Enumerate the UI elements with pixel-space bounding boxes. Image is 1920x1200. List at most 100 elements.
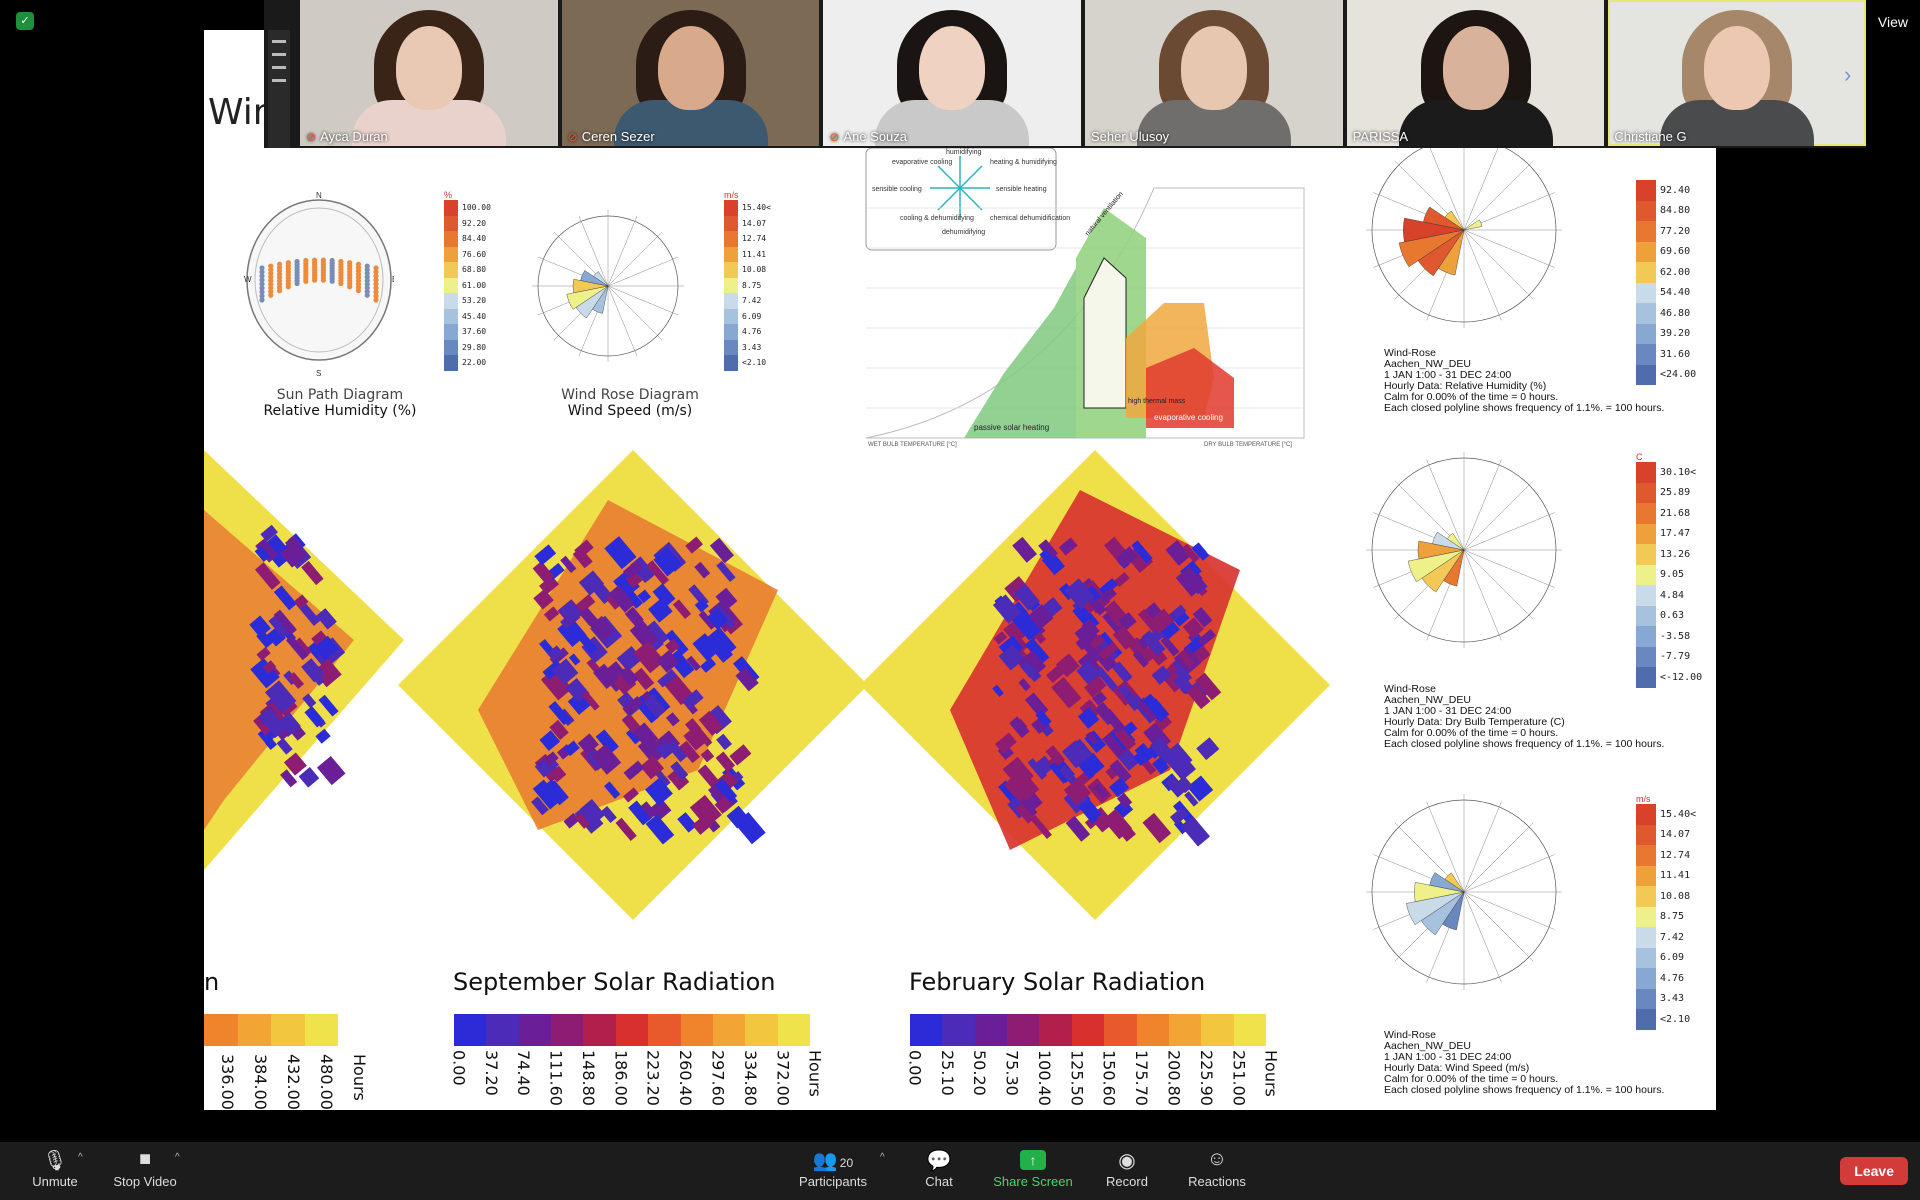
rose-spoke — [607, 215, 638, 287]
building-footprint — [1137, 699, 1158, 722]
legend-label: 6.09 — [742, 311, 762, 321]
strip-view-handle[interactable] — [268, 30, 290, 148]
building-footprint — [543, 779, 562, 798]
legend-row: 11.41 — [724, 246, 771, 262]
solar-legend-tick: 74.40 — [514, 1050, 534, 1096]
building-footprint — [1004, 576, 1031, 603]
sun-position-dot — [364, 285, 370, 291]
wind-rose-info-line: Wind-Rose — [1384, 683, 1436, 695]
sun-position-dot — [294, 258, 300, 265]
building-footprint — [1195, 672, 1222, 701]
participant-tile[interactable]: ⊘ Ayca Duran — [300, 0, 558, 146]
view-button[interactable]: View — [1877, 14, 1908, 30]
building-footprint — [273, 585, 297, 611]
legend-label: 15.40< — [1660, 808, 1697, 820]
participant-tile[interactable]: ⊘ Ceren Sezer — [561, 0, 820, 146]
legend-row: 10.08 — [724, 262, 771, 278]
building-footprint — [1035, 755, 1055, 775]
solar-legend-cell — [304, 1014, 338, 1046]
participants-button[interactable]: 👥 20 Participants — [799, 1150, 867, 1189]
wind-rose-info-line: Calm for 0.00% of the time = 0 hours. — [1384, 1073, 1559, 1085]
participant-tile[interactable]: Christiane G — [1608, 0, 1867, 146]
building-footprint — [302, 693, 317, 709]
building-footprint — [578, 634, 598, 655]
participant-tile[interactable]: Seher Ulusoy — [1085, 0, 1343, 146]
solar-legend-tick: 372.00 — [773, 1050, 793, 1106]
solar-legend-tick: 200.80 — [1164, 1050, 1184, 1106]
chat-button[interactable]: 💬 Chat — [884, 1148, 994, 1189]
leave-button[interactable]: Leave — [1840, 1157, 1908, 1185]
muted-microphone-icon: ⊘ — [306, 129, 317, 144]
participant-tile[interactable]: PARISSA — [1346, 0, 1605, 146]
solar-legend-cell — [1201, 1014, 1234, 1046]
building-footprint — [1148, 608, 1175, 634]
share-screen-button[interactable]: ↑ Share Screen — [978, 1148, 1088, 1189]
participant-face — [1704, 26, 1771, 110]
reactions-button[interactable]: ☺ Reactions — [1162, 1148, 1272, 1189]
legend-label: 45.40 — [462, 311, 487, 321]
video-camera-icon: ■ — [138, 1148, 152, 1170]
solar-legend-cell — [910, 1014, 943, 1046]
legend-row: <24.00 — [1636, 364, 1696, 385]
legend-label: 53.20 — [462, 296, 487, 306]
legend-row: 92.40 — [1636, 180, 1696, 201]
building-footprint — [1085, 731, 1099, 746]
wind-rose-info-line: Hourly Data: Wind Speed (m/s) — [1384, 1062, 1530, 1074]
next-page-arrow-icon[interactable]: › — [1844, 62, 1852, 87]
building-footprint — [1133, 750, 1148, 766]
stop-video-button[interactable]: ■ Stop Video — [90, 1148, 200, 1189]
participant-tile[interactable]: ⊘ Ane Souza — [823, 0, 1082, 146]
building-footprint — [683, 725, 708, 751]
legend-swatch — [444, 293, 458, 309]
building-footprint — [652, 583, 676, 608]
building-footprint — [1098, 641, 1119, 661]
legend-swatch — [724, 308, 738, 324]
legend-swatch — [724, 324, 738, 340]
solar-legend-tick: 148.80 — [578, 1050, 598, 1106]
sun-position-dot — [373, 293, 379, 299]
solar-legend-tick: 25.10 — [937, 1050, 957, 1096]
rose-petal — [1463, 219, 1483, 231]
rose-spoke — [607, 285, 638, 357]
legend-row: <2.10 — [724, 355, 771, 371]
video-options-chevron-icon[interactable]: ^ — [175, 1152, 180, 1163]
building-footprint — [664, 638, 680, 654]
wind-rose-info-line: Wind-Rose — [1384, 1029, 1436, 1041]
legend-heat-humid: heating & humidifying — [990, 159, 1057, 166]
legend-row: 15.40< — [724, 200, 771, 216]
sun-position-dot — [364, 263, 370, 269]
rose-petal — [1446, 532, 1465, 551]
building-footprint — [604, 781, 621, 799]
rose-spoke — [1463, 801, 1502, 893]
legend-label: 61.00 — [462, 280, 487, 290]
legend-label: 92.20 — [462, 218, 487, 228]
building-footprint — [655, 740, 675, 760]
compass-w: W — [244, 275, 252, 284]
rose-spoke — [1463, 891, 1502, 983]
record-button[interactable]: ◉ Record — [1072, 1148, 1182, 1189]
legend-row: 6.09 — [724, 308, 771, 324]
legend-row: 46.80 — [1636, 303, 1696, 324]
wind-rose-info-line: Aachen_NW_DEU — [1384, 1040, 1471, 1052]
shield-icon[interactable]: ✓ — [16, 12, 34, 30]
building-footprint — [1075, 632, 1095, 651]
participants-options-chevron-icon[interactable]: ^ — [880, 1152, 885, 1163]
participant-name: Ayca Duran — [320, 129, 388, 144]
rose-petal — [572, 278, 609, 294]
rose-spoke — [1463, 549, 1555, 588]
building-footprint — [667, 767, 690, 791]
building-footprint — [595, 729, 619, 754]
legend-row: 61.00 — [444, 277, 491, 293]
legend-label: 7.42 — [1660, 931, 1685, 943]
building-footprint — [622, 559, 644, 580]
rose-petal — [1444, 872, 1465, 893]
sun-position-dot — [373, 281, 379, 287]
legend-label: 14.07 — [1660, 829, 1691, 841]
legend-label: 25.89 — [1660, 487, 1691, 499]
legend-swatch — [444, 262, 458, 278]
building-footprint — [700, 657, 717, 673]
legend-row: 7.42 — [724, 293, 771, 309]
unmute-button[interactable]: 🎙 Unmute — [0, 1148, 110, 1189]
legend-label: 21.68 — [1660, 507, 1691, 519]
audio-options-chevron-icon[interactable]: ^ — [78, 1152, 83, 1163]
